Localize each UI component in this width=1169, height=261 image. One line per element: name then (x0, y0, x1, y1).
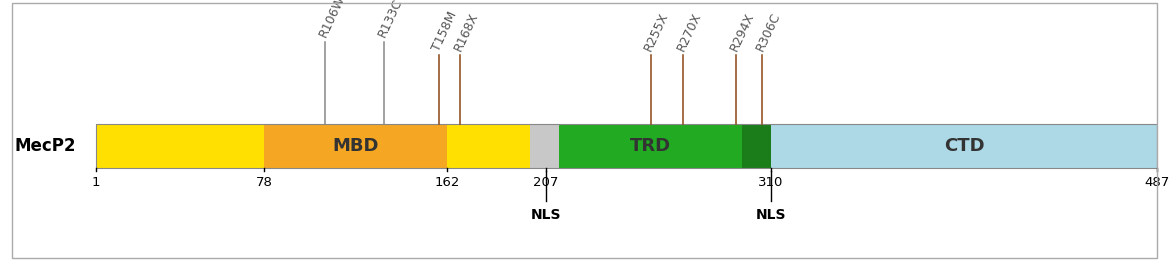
Text: R270X: R270X (675, 10, 704, 53)
Bar (770, 124, 1157, 168)
Text: R106W: R106W (317, 0, 347, 40)
Text: R294X: R294X (727, 10, 756, 53)
Bar (264, 124, 448, 168)
Text: MecP2: MecP2 (14, 137, 76, 155)
Bar (559, 124, 742, 168)
Text: 487: 487 (1144, 176, 1169, 189)
Bar (96, 124, 264, 168)
Text: 310: 310 (758, 176, 783, 189)
Text: MBD: MBD (332, 137, 379, 155)
Bar (448, 124, 531, 168)
Text: NLS: NLS (531, 208, 561, 222)
Text: R133C: R133C (375, 0, 404, 40)
Bar (96, 124, 1157, 168)
Text: 78: 78 (256, 176, 272, 189)
Text: 1: 1 (91, 176, 101, 189)
Text: 162: 162 (435, 176, 461, 189)
Text: CTD: CTD (943, 137, 984, 155)
Text: NLS: NLS (755, 208, 786, 222)
Text: TRD: TRD (630, 137, 671, 155)
Bar (742, 124, 770, 168)
Text: R255X: R255X (642, 10, 671, 53)
Text: 207: 207 (533, 176, 559, 189)
Bar (531, 124, 559, 168)
Text: R306C: R306C (754, 10, 783, 53)
Text: R168X: R168X (452, 10, 482, 53)
Text: T158M: T158M (430, 9, 459, 53)
